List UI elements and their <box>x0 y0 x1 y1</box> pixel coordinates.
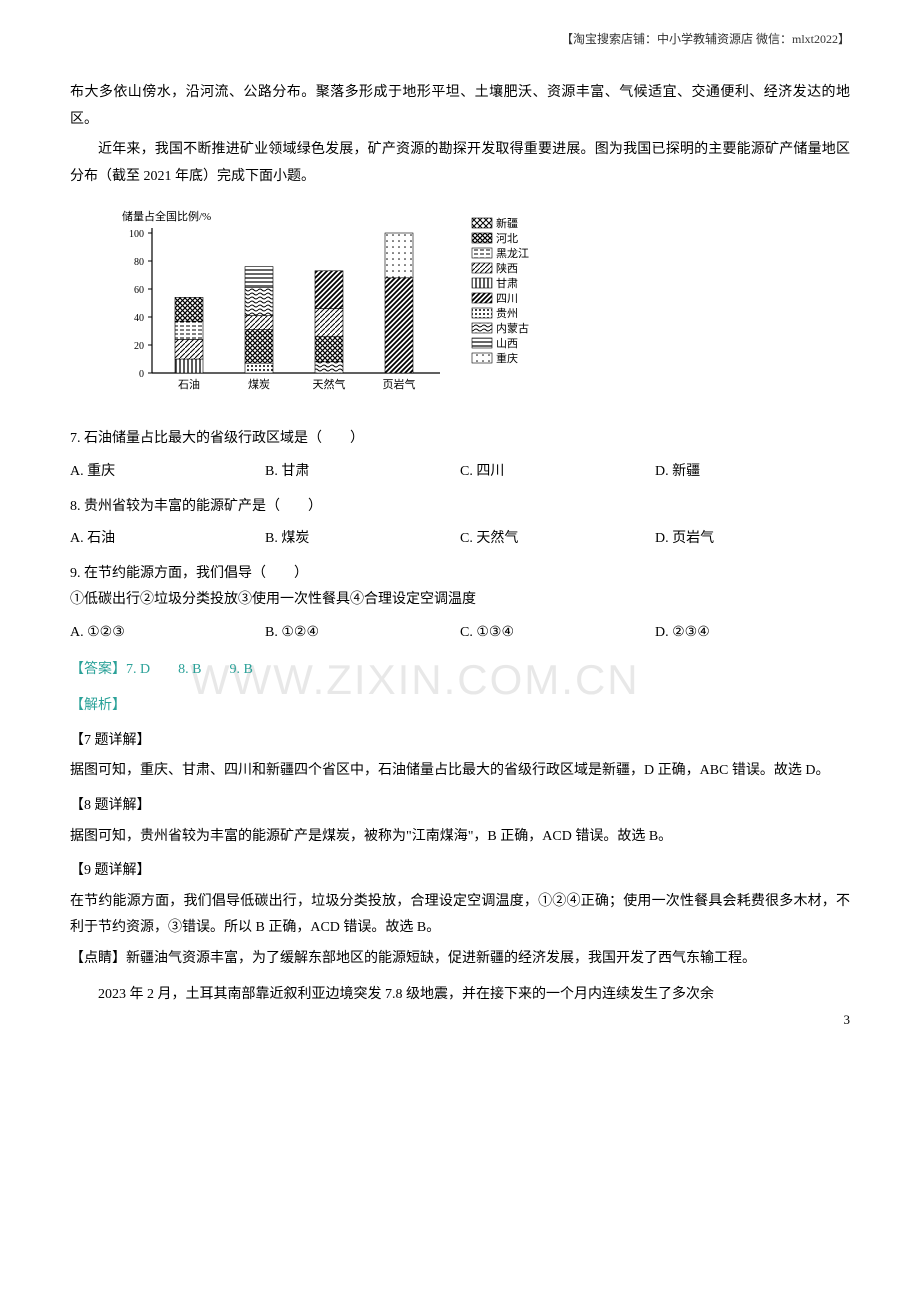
q7-option-a: A. 重庆 <box>70 459 265 486</box>
svg-text:60: 60 <box>134 285 144 296</box>
svg-text:100: 100 <box>129 229 144 240</box>
svg-text:石油: 石油 <box>178 377 200 391</box>
question-8: 8. 贵州省较为丰富的能源矿产是（ ） A. 石油 B. 煤炭 C. 天然气 D… <box>70 494 850 553</box>
q9-option-d: D. ②③④ <box>655 620 850 647</box>
svg-text:80: 80 <box>134 257 144 268</box>
intro-paragraph-1: 布大多依山傍水，沿河流、公路分布。聚落多形成于地形平坦、土壤肥沃、资源丰富、气候… <box>70 80 850 133</box>
q8-option-a: A. 石油 <box>70 526 265 553</box>
exp9-title: 【9 题详解】 <box>70 858 850 885</box>
header-text: 【淘宝搜索店铺：中小学教辅资源店 微信：mlxt2022】 <box>561 28 850 51</box>
question-8-text: 8. 贵州省较为丰富的能源矿产是（ ） <box>70 494 850 521</box>
svg-text:40: 40 <box>134 313 144 324</box>
svg-text:重庆: 重庆 <box>496 351 518 365</box>
exp7-text: 据图可知，重庆、甘肃、四川和新疆四个省区中，石油储量占比最大的省级行政区域是新疆… <box>70 758 850 785</box>
svg-text:煤炭: 煤炭 <box>248 378 270 391</box>
chart-bar-coal <box>245 267 273 373</box>
svg-text:陕西: 陕西 <box>496 261 518 275</box>
answer-text: 【答案】7. D 8. B 9. B <box>70 657 850 684</box>
svg-text:甘肃: 甘肃 <box>496 277 518 290</box>
exp8-title: 【8 题详解】 <box>70 793 850 820</box>
q9-option-b: B. ①②④ <box>265 620 460 647</box>
chart-ylabel: 储量占全国比例/% <box>122 209 211 223</box>
svg-text:20: 20 <box>134 341 144 352</box>
svg-text:0: 0 <box>139 369 144 380</box>
next-intro: 2023 年 2 月，土耳其南部靠近叙利亚边境突发 7.8 级地震，并在接下来的… <box>70 982 850 1009</box>
q7-option-b: B. 甘肃 <box>265 459 460 486</box>
q9-option-c: C. ①③④ <box>460 620 655 647</box>
svg-text:内蒙古: 内蒙古 <box>496 321 529 335</box>
question-9: 9. 在节约能源方面，我们倡导（ ） ①低碳出行②垃圾分类投放③使用一次性餐具④… <box>70 561 850 647</box>
question-7-text: 7. 石油储量占比最大的省级行政区域是（ ） <box>70 426 850 453</box>
tip-text: 【点睛】新疆油气资源丰富，为了缓解东部地区的能源短缺，促进新疆的经济发展，我国开… <box>70 946 850 973</box>
svg-text:河北: 河北 <box>496 232 518 245</box>
question-7-options: A. 重庆 B. 甘肃 C. 四川 D. 新疆 <box>70 459 850 486</box>
q7-option-d: D. 新疆 <box>655 459 850 486</box>
chart-bar-shale <box>385 233 413 373</box>
chart-yticks: 0 20 40 60 80 100 <box>129 229 152 380</box>
exp7-title: 【7 题详解】 <box>70 728 850 755</box>
svg-text:天然气: 天然气 <box>313 377 346 391</box>
question-7: 7. 石油储量占比最大的省级行政区域是（ ） A. 重庆 B. 甘肃 C. 四川… <box>70 426 850 485</box>
question-8-options: A. 石油 B. 煤炭 C. 天然气 D. 页岩气 <box>70 526 850 553</box>
q8-option-d: D. 页岩气 <box>655 526 850 553</box>
q8-option-c: C. 天然气 <box>460 526 655 553</box>
chart-legend: 新疆 河北 黑龙江 陕西 甘肃 四川 贵州 内蒙古 山西 重庆 <box>472 216 529 365</box>
energy-chart: 储量占全国比例/% 0 20 40 60 80 100 <box>90 208 590 408</box>
page-number: 3 <box>844 1008 851 1033</box>
intro-paragraph-2: 近年来，我国不断推进矿业领域绿色发展，矿产资源的勘探开发取得重要进展。图为我国已… <box>70 137 850 190</box>
q8-option-b: B. 煤炭 <box>265 526 460 553</box>
svg-text:黑龙江: 黑龙江 <box>496 247 529 260</box>
q7-option-c: C. 四川 <box>460 459 655 486</box>
exp8-text: 据图可知，贵州省较为丰富的能源矿产是煤炭，被称为"江南煤海"，B 正确，ACD … <box>70 824 850 851</box>
svg-text:四川: 四川 <box>496 293 518 305</box>
svg-text:页岩气: 页岩气 <box>383 377 416 391</box>
analysis-label: 【解析】 <box>70 693 850 720</box>
question-9-options: A. ①②③ B. ①②④ C. ①③④ D. ②③④ <box>70 620 850 647</box>
exp9-text: 在节约能源方面，我们倡导低碳出行，垃圾分类投放，合理设定空调温度，①②④正确；使… <box>70 889 850 942</box>
question-9-text: 9. 在节约能源方面，我们倡导（ ） <box>70 561 850 588</box>
svg-text:贵州: 贵州 <box>496 307 518 320</box>
chart-bar-oil <box>175 298 203 374</box>
svg-text:新疆: 新疆 <box>496 216 518 230</box>
chart-bar-gas <box>315 271 343 373</box>
main-content: 布大多依山傍水，沿河流、公路分布。聚落多形成于地形平坦、土壤肥沃、资源丰富、气候… <box>70 80 850 1009</box>
chart-svg: 储量占全国比例/% 0 20 40 60 80 100 <box>90 208 590 408</box>
q9-option-a: A. ①②③ <box>70 620 265 647</box>
svg-text:山西: 山西 <box>496 337 518 350</box>
question-9-sub: ①低碳出行②垃圾分类投放③使用一次性餐具④合理设定空调温度 <box>70 587 850 614</box>
